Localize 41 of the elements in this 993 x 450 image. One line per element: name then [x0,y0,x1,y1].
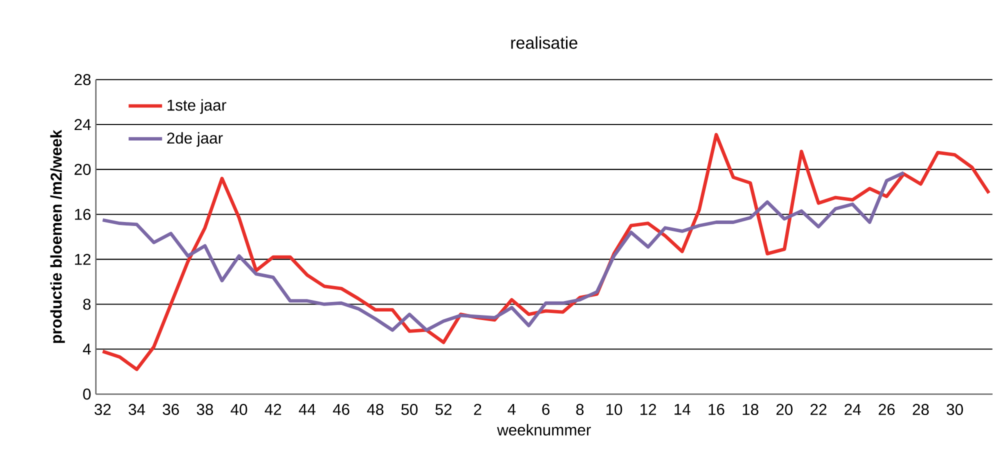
x-tick-label: 16 [708,404,724,416]
x-tick-label: 30 [946,404,963,416]
x-tick-label: 22 [810,404,826,416]
x-tick-label: 36 [162,404,179,416]
x-tick-label: 46 [332,404,350,416]
legend-label: 2de jaar [167,132,223,147]
x-tick-label: 42 [264,404,282,416]
y-tick-label: 8 [83,298,91,310]
y-tick-label: 4 [82,344,91,355]
x-tick-label: 14 [674,404,690,415]
y-tick-label: 12 [75,254,90,265]
x-tick-label: 6 [542,404,550,416]
x-tick-label: 28 [912,404,929,416]
y-tick-label: 28 [74,74,91,86]
x-tick-label: 34 [128,404,146,416]
chart-title: realisatie [511,36,578,50]
y-tick-label: 20 [74,164,91,176]
y-tick-label: 0 [83,388,91,400]
x-tick-label: 8 [576,404,584,416]
x-tick-label: 20 [776,404,793,416]
x-tick-label: 48 [367,404,384,416]
x-tick-label: 12 [640,404,656,416]
x-tick-label: 32 [94,404,111,416]
x-tick-label: 18 [742,404,758,416]
x-tick-label: 24 [844,404,861,416]
x-tick-label: 50 [401,404,418,416]
y-tick-label: 24 [74,119,91,130]
y-tick-label: 16 [75,208,91,220]
line-series [101,133,991,372]
x-tick-label: 38 [196,404,213,416]
x-tick-label: 4 [508,404,516,415]
x-tick-label: 26 [878,404,895,416]
legend-label: 1ste jaar [168,99,226,114]
y-axis-title: productie bloemen /m2/week [50,130,65,344]
x-tick-label: 40 [230,404,248,416]
line-series [101,171,906,332]
x-tick-label: 2 [474,404,482,416]
x-axis-title: weeknummer [497,424,591,436]
x-tick-label: 44 [298,404,316,415]
x-tick-label: 52 [435,404,452,416]
x-tick-label: 10 [606,404,622,416]
